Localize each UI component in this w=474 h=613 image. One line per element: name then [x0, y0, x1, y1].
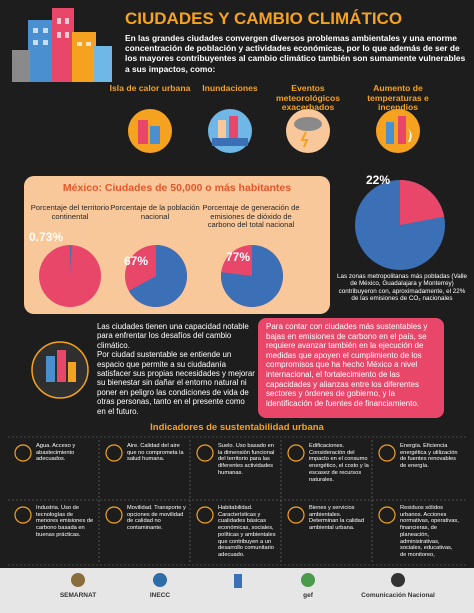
indicator-icon	[14, 444, 32, 462]
indicator-text: Residuos sólidos urbanos. Acciones norma…	[400, 505, 459, 558]
indicator-text: Suelo. Uso basado en la dimensión funcio…	[218, 443, 275, 476]
indicator-text: Aire. Calidad del aire que no comprometa…	[127, 443, 184, 463]
pie-value-label: 77%	[226, 250, 250, 264]
indicator-icon	[287, 506, 305, 524]
paragraph: Por ciudad sustentable se entiende un es…	[97, 350, 255, 416]
indicator-icons	[14, 444, 396, 524]
indicators-title: Indicadores de sustentabilidad urbana	[150, 422, 324, 433]
logo: Comunicación Nacional	[361, 592, 435, 599]
pie-label: Porcentaje de generación de emisiones de…	[202, 203, 300, 230]
impact-label: Inundaciones	[202, 83, 258, 93]
indicator-text: Industria. Uso de tecnologías de menores…	[36, 505, 94, 538]
impact-label: Isla de calor urbana	[109, 83, 191, 93]
pie-slice	[70, 245, 72, 276]
indicator-text: Movilidad. Transporte y opciones de movi…	[127, 505, 186, 532]
indicator-icon	[196, 444, 214, 462]
pink-box-text: Para contar con ciudades más sustentable…	[266, 322, 428, 408]
logo: gef	[303, 592, 313, 599]
pie-label: Porcentaje del territorio continental	[30, 203, 110, 221]
pie-value-label: 0.73%	[29, 230, 63, 244]
pie-value-label: 67%	[124, 254, 148, 268]
pie-slice	[128, 245, 188, 307]
pie-label: Porcentaje de la población nacional	[110, 203, 200, 221]
pink-box	[258, 318, 444, 418]
indicator-icon	[196, 506, 214, 524]
indicator-icon	[378, 506, 396, 524]
city-icon	[31, 341, 89, 399]
sustainable-text: Las ciudades tienen una capacidad notabl…	[97, 322, 255, 416]
metro-value-label: 22%	[366, 173, 390, 187]
intro: En las grandes ciudades convergen divers…	[125, 33, 466, 74]
title: CIUDADES Y CAMBIO CLIMÁTICO	[125, 9, 403, 28]
impact-icons	[128, 109, 420, 153]
pie-slice	[220, 245, 283, 307]
footer-marks	[71, 573, 405, 588]
indicator-icon	[105, 444, 123, 462]
logo: INECC	[149, 592, 171, 599]
indicator-text: Energía. Eficiencia energética y utiliza…	[400, 443, 458, 470]
buildings-illustration	[12, 8, 112, 82]
impact-label: Aumento de temperaturas e incendios	[367, 83, 429, 112]
indicator-text: Habitabilidad. Características y cualida…	[218, 505, 276, 558]
metro-pie-slice	[400, 180, 445, 225]
mexico-title: México: Ciudades de 50,000 o más habitan…	[62, 182, 292, 194]
indicator-text: Edificaciones. Consideración del impacto…	[309, 443, 369, 483]
indicator-icon	[378, 444, 396, 462]
impact-label: Eventos meteorológicos exacerbados	[276, 83, 340, 112]
indicator-text: Agua. Acceso y abastecimiento adecuados.	[36, 443, 76, 463]
indicator-icon	[14, 506, 32, 524]
indicator-icon	[287, 444, 305, 462]
metro-caption: Las zonas metropolitanas más pobladas (V…	[336, 273, 468, 303]
pies: 0.73% 67% 77% 22%	[29, 173, 445, 307]
indicator-text: Bienes y servicios ambientales. Determin…	[309, 505, 365, 532]
indicator-grid	[8, 436, 466, 566]
logo: SEMARNAT	[59, 592, 97, 599]
indicator-icon	[105, 506, 123, 524]
paragraph: Las ciudades tienen una capacidad notabl…	[97, 322, 249, 350]
